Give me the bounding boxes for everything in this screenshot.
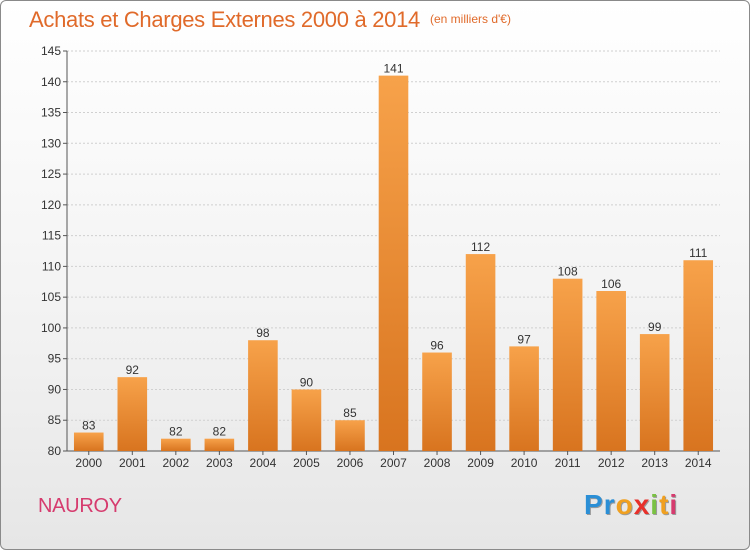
y-tick-label: 135 xyxy=(41,106,61,120)
bars xyxy=(73,75,714,451)
bar-2002 xyxy=(161,438,191,451)
bar-2009 xyxy=(465,254,496,451)
y-tick-label: 95 xyxy=(48,352,62,366)
x-tick-label-2007: 2007 xyxy=(380,456,407,470)
x-tick-label-2005: 2005 xyxy=(293,456,320,470)
y-tick-label: 110 xyxy=(42,259,61,273)
data-label-2014: 111 xyxy=(689,246,708,260)
y-tick-label: 80 xyxy=(48,444,62,458)
x-tick-label-2012: 2012 xyxy=(598,456,625,470)
data-label-2004: 98 xyxy=(256,326,270,340)
x-tick-label-2013: 2013 xyxy=(641,456,668,470)
bar-2006 xyxy=(335,420,365,451)
bar-2004 xyxy=(248,340,278,451)
x-tick-label-2006: 2006 xyxy=(337,456,364,470)
bar-2010 xyxy=(509,346,539,451)
logo-letter: P xyxy=(584,489,604,520)
bar-2011 xyxy=(552,278,583,451)
y-tick-label: 125 xyxy=(41,167,61,181)
y-tick-label: 140 xyxy=(41,75,61,89)
x-tick-label-2000: 2000 xyxy=(75,456,102,470)
proxiti-logo[interactable]: Proxiti xyxy=(584,489,678,521)
bar-2000 xyxy=(73,432,104,451)
logo-letter: r xyxy=(603,489,616,520)
chart-title-main: Achats et Charges Externes 2000 à 2014 xyxy=(29,7,420,32)
y-tick-label: 145 xyxy=(41,44,61,58)
data-label-2010: 97 xyxy=(517,332,531,346)
data-label-2001: 92 xyxy=(126,363,140,377)
bar-2013 xyxy=(639,334,670,451)
logo-letter: t xyxy=(659,489,670,520)
logo-letter: o xyxy=(615,489,634,520)
data-label-2009: 112 xyxy=(471,240,490,254)
x-tick-label-2011: 2011 xyxy=(555,456,581,470)
data-label-2005: 90 xyxy=(300,375,314,389)
y-tick-label: 130 xyxy=(41,136,61,150)
data-label-2003: 82 xyxy=(213,425,227,439)
y-tick-labels: 80 85 90 95 100 105 110 115 120 125 130 135 140 145 xyxy=(41,44,61,458)
data-label-2012: 106 xyxy=(601,277,621,291)
x-tick-label-2014: 2014 xyxy=(685,456,712,470)
chart-title: Achats et Charges Externes 2000 à 2014 (e… xyxy=(29,7,511,33)
x-tick-label-2009: 2009 xyxy=(467,456,494,470)
bar-2012 xyxy=(596,291,626,451)
bar-2007 xyxy=(378,75,409,451)
x-tick-label-2004: 2004 xyxy=(250,456,277,470)
x-tick-label-2001: 2001 xyxy=(119,456,146,470)
data-label-2000: 83 xyxy=(82,419,96,433)
bar-2008 xyxy=(422,352,452,451)
data-label-2011: 108 xyxy=(558,265,578,279)
y-tick-label: 100 xyxy=(41,321,61,335)
x-tick-label-2010: 2010 xyxy=(511,456,538,470)
data-label-2006: 85 xyxy=(343,406,357,420)
y-tick-label: 90 xyxy=(48,382,62,396)
x-tick-labels: 2000 2001 2002 2003 2004 2005 2006 2007 2008 2009… xyxy=(75,456,711,470)
logo-letter: i xyxy=(650,489,660,520)
x-tick-label-2002: 2002 xyxy=(162,456,189,470)
data-label-2008: 96 xyxy=(430,339,444,353)
logo-letter: x xyxy=(633,489,651,520)
data-labels: 83 92 82 82 98 90 85 141 96 112 97 108 106 99 111 xyxy=(82,62,708,439)
x-tick-label-2003: 2003 xyxy=(206,456,233,470)
logo-letter: i xyxy=(669,489,679,520)
commune-name: NAUROY xyxy=(38,495,122,517)
data-label-2013: 99 xyxy=(648,320,662,334)
y-tick-label: 105 xyxy=(41,290,61,304)
bar-2003 xyxy=(204,438,235,451)
data-label-2002: 82 xyxy=(169,425,183,439)
y-tick-label: 85 xyxy=(48,413,62,427)
y-tick-label: 120 xyxy=(41,198,61,212)
bar-2001 xyxy=(117,377,148,451)
bar-2014 xyxy=(683,260,714,451)
y-tick-label: 115 xyxy=(42,229,61,243)
bar-2005 xyxy=(291,389,322,451)
data-label-2007: 141 xyxy=(383,62,403,76)
x-tick-label-2008: 2008 xyxy=(424,456,451,470)
chart-title-unit: (en milliers d'€) xyxy=(429,12,511,26)
